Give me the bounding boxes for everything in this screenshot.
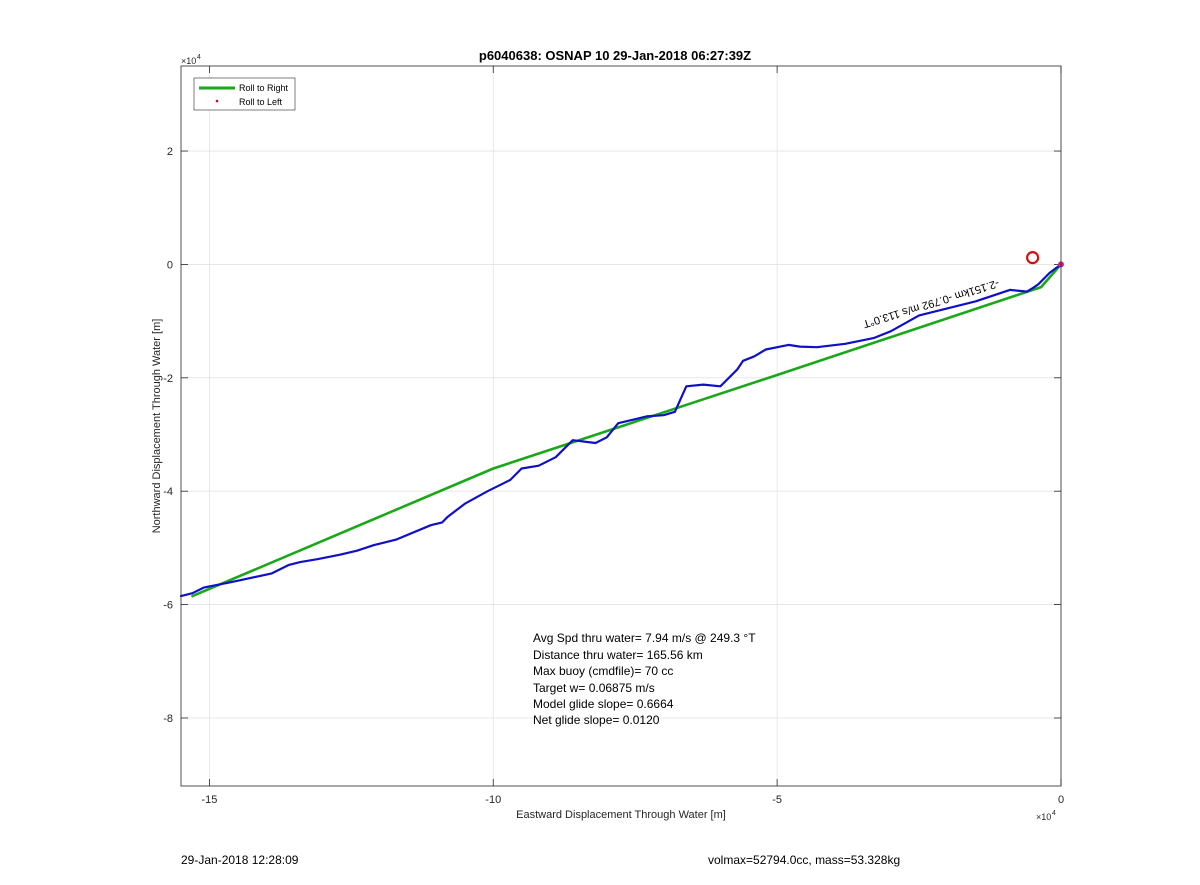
y-exponent-base: ×10 bbox=[181, 56, 196, 66]
x-axis-label: Eastward Displacement Through Water [m] bbox=[516, 809, 726, 821]
y-exponent-power: 4 bbox=[197, 54, 201, 61]
legend-dot-roll-left bbox=[215, 99, 219, 103]
stat-line: Distance thru water= 165.56 km bbox=[533, 648, 703, 662]
plot-frame bbox=[180, 65, 1062, 787]
x-exponent: ×10 4 bbox=[1036, 810, 1056, 822]
stat-line: Avg Spd thru water= 7.94 m/s @ 249.3 °T bbox=[533, 631, 756, 645]
footer-timestamp: 29-Jan-2018 12:28:09 bbox=[181, 853, 299, 867]
series-layer bbox=[179, 251, 1064, 598]
chart-title: p6040638: OSNAP 10 29-Jan-2018 06:27:39Z bbox=[479, 48, 751, 63]
stat-line: Model glide slope= 0.6664 bbox=[533, 697, 674, 711]
y-tick-label: 0 bbox=[167, 259, 173, 271]
legend-box bbox=[193, 77, 296, 111]
x-exponent-base: ×10 bbox=[1036, 812, 1051, 822]
y-axis-label: Northward Displacement Through Water [m] bbox=[151, 319, 163, 534]
y-tick-label: -4 bbox=[163, 486, 173, 498]
x-tick-label: -5 bbox=[772, 794, 782, 806]
legend-label-roll-left: Roll to Left bbox=[239, 97, 283, 107]
footer-volmax: volmax=52794.0cc, mass=53.328kg bbox=[708, 853, 901, 867]
stat-line: Max buoy (cmdfile)= 70 cc bbox=[533, 664, 673, 678]
y-tick-label: 2 bbox=[167, 146, 173, 158]
stat-line: Net glide slope= 0.0120 bbox=[533, 713, 660, 727]
y-tick-label: -6 bbox=[163, 600, 173, 612]
x-tick-label: 0 bbox=[1058, 794, 1064, 806]
grid bbox=[181, 66, 1062, 786]
y-exponent: ×10 4 bbox=[181, 54, 201, 66]
x-tick-label: -15 bbox=[201, 794, 217, 806]
legend-label-roll-right: Roll to Right bbox=[239, 83, 289, 93]
y-tick-label: -8 bbox=[163, 713, 173, 725]
stats-block: Avg Spd thru water= 7.94 m/s @ 249.3 °T … bbox=[533, 631, 756, 727]
series-roll-right-line bbox=[191, 263, 1063, 598]
x-exponent-power: 4 bbox=[1052, 810, 1056, 817]
stat-line: Target w= 0.06875 m/s bbox=[533, 681, 655, 695]
series-track-line bbox=[179, 263, 1063, 598]
legend: Roll to Right Roll to Left bbox=[193, 77, 296, 111]
y-tick-label: -2 bbox=[163, 373, 173, 385]
x-tick-label: -10 bbox=[485, 794, 501, 806]
start-marker bbox=[1026, 251, 1040, 265]
